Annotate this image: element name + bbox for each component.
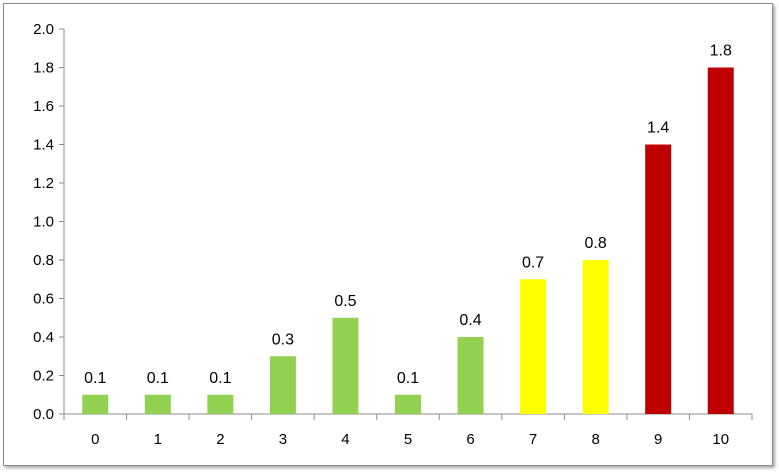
y-tick-label: 0.2 xyxy=(33,368,54,385)
x-tick-label: 7 xyxy=(529,431,537,448)
data-label: 0.1 xyxy=(397,370,419,387)
x-tick-label: 1 xyxy=(154,431,162,448)
bar xyxy=(582,260,609,414)
data-label: 0.8 xyxy=(585,235,607,252)
bar xyxy=(207,394,234,414)
x-tick-label: 10 xyxy=(712,431,729,448)
data-label: 0.3 xyxy=(272,331,294,348)
bar xyxy=(269,356,296,414)
bar xyxy=(707,67,734,414)
bar xyxy=(645,144,672,414)
x-tick-label: 6 xyxy=(466,431,474,448)
data-label: 0.4 xyxy=(459,312,481,329)
y-tick-label: 1.0 xyxy=(33,214,54,231)
bar xyxy=(144,394,171,414)
y-tick-label: 0.0 xyxy=(33,406,54,423)
bar xyxy=(520,279,547,414)
data-label: 0.1 xyxy=(147,370,169,387)
bar xyxy=(395,394,421,414)
bar xyxy=(457,337,484,414)
y-tick-label: 1.6 xyxy=(33,98,54,115)
data-label: 0.5 xyxy=(334,293,356,310)
x-tick-label: 4 xyxy=(341,431,349,448)
bar xyxy=(82,394,109,414)
data-label: 1.8 xyxy=(710,43,732,60)
chart-frame xyxy=(3,3,773,466)
x-tick-label: 0 xyxy=(91,431,99,448)
x-tick-label: 2 xyxy=(216,431,224,448)
x-tick-label: 5 xyxy=(404,431,412,448)
y-tick-label: 0.4 xyxy=(33,329,54,346)
x-tick-label: 3 xyxy=(279,431,287,448)
y-tick-label: 1.8 xyxy=(33,60,54,77)
y-tick-label: 1.2 xyxy=(33,175,54,192)
data-label: 0.1 xyxy=(84,370,106,387)
y-tick-label: 2.0 xyxy=(33,21,54,38)
y-tick-label: 1.4 xyxy=(33,137,54,154)
data-label: 0.7 xyxy=(522,254,544,271)
x-tick-label: 8 xyxy=(591,431,599,448)
data-label: 1.4 xyxy=(647,120,669,137)
x-tick-label: 9 xyxy=(654,431,662,448)
data-label: 0.1 xyxy=(209,370,231,387)
y-tick-label: 0.6 xyxy=(33,291,54,308)
bar xyxy=(332,317,359,414)
y-tick-label: 0.8 xyxy=(33,252,54,269)
